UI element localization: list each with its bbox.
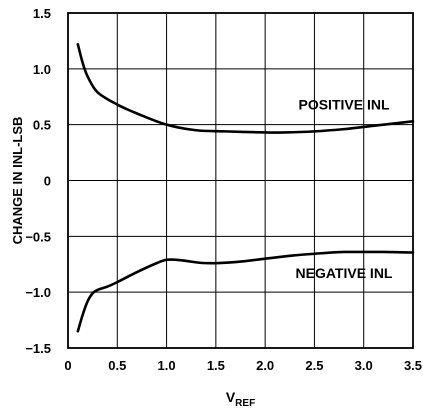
- x-tick-label: 3.0: [355, 358, 373, 373]
- positive-inl-line: [76, 42, 415, 134]
- x-axis-label: VREF: [226, 389, 255, 409]
- y-tick-label: −0.5: [25, 229, 51, 244]
- y-tick-label: −1.0: [25, 285, 51, 300]
- y-tick-label: 1.5: [33, 6, 51, 21]
- y-tick-label: 0.5: [33, 118, 51, 133]
- grid-lines: [68, 13, 413, 348]
- x-axis-label-main: V: [226, 389, 236, 405]
- y-tick-labels: −1.5 −1.0 −0.5 0 0.5 1.0 1.5: [25, 6, 51, 356]
- x-tick-label: 0.5: [108, 358, 126, 373]
- x-tick-label: 2.0: [256, 358, 274, 373]
- series-lines: [76, 42, 415, 333]
- negative-inl-label: NEGATIVE INL: [296, 265, 393, 281]
- x-axis-label-subscript: REF: [235, 398, 255, 409]
- plot-frame: [67, 12, 414, 349]
- negative-inl-line: [76, 250, 415, 333]
- y-tick-label: −1.5: [25, 341, 51, 356]
- x-tick-label: 1.0: [158, 358, 176, 373]
- x-tick-label: 3.5: [404, 358, 422, 373]
- x-tick-label: 1.5: [207, 358, 225, 373]
- x-tick-labels: 0 0.5 1.0 1.5 2.0 2.5 3.0 3.5: [64, 358, 422, 373]
- x-tick-label: 2.5: [305, 358, 323, 373]
- y-tick-label: 0: [44, 174, 51, 189]
- x-tick-label: 0: [64, 358, 71, 373]
- y-tick-label: 1.0: [33, 62, 51, 77]
- series-annotations: POSITIVE INL NEGATIVE INL: [296, 97, 393, 282]
- positive-inl-label: POSITIVE INL: [298, 97, 389, 113]
- y-axis-label: CHANGE IN INL-LSB: [10, 117, 25, 245]
